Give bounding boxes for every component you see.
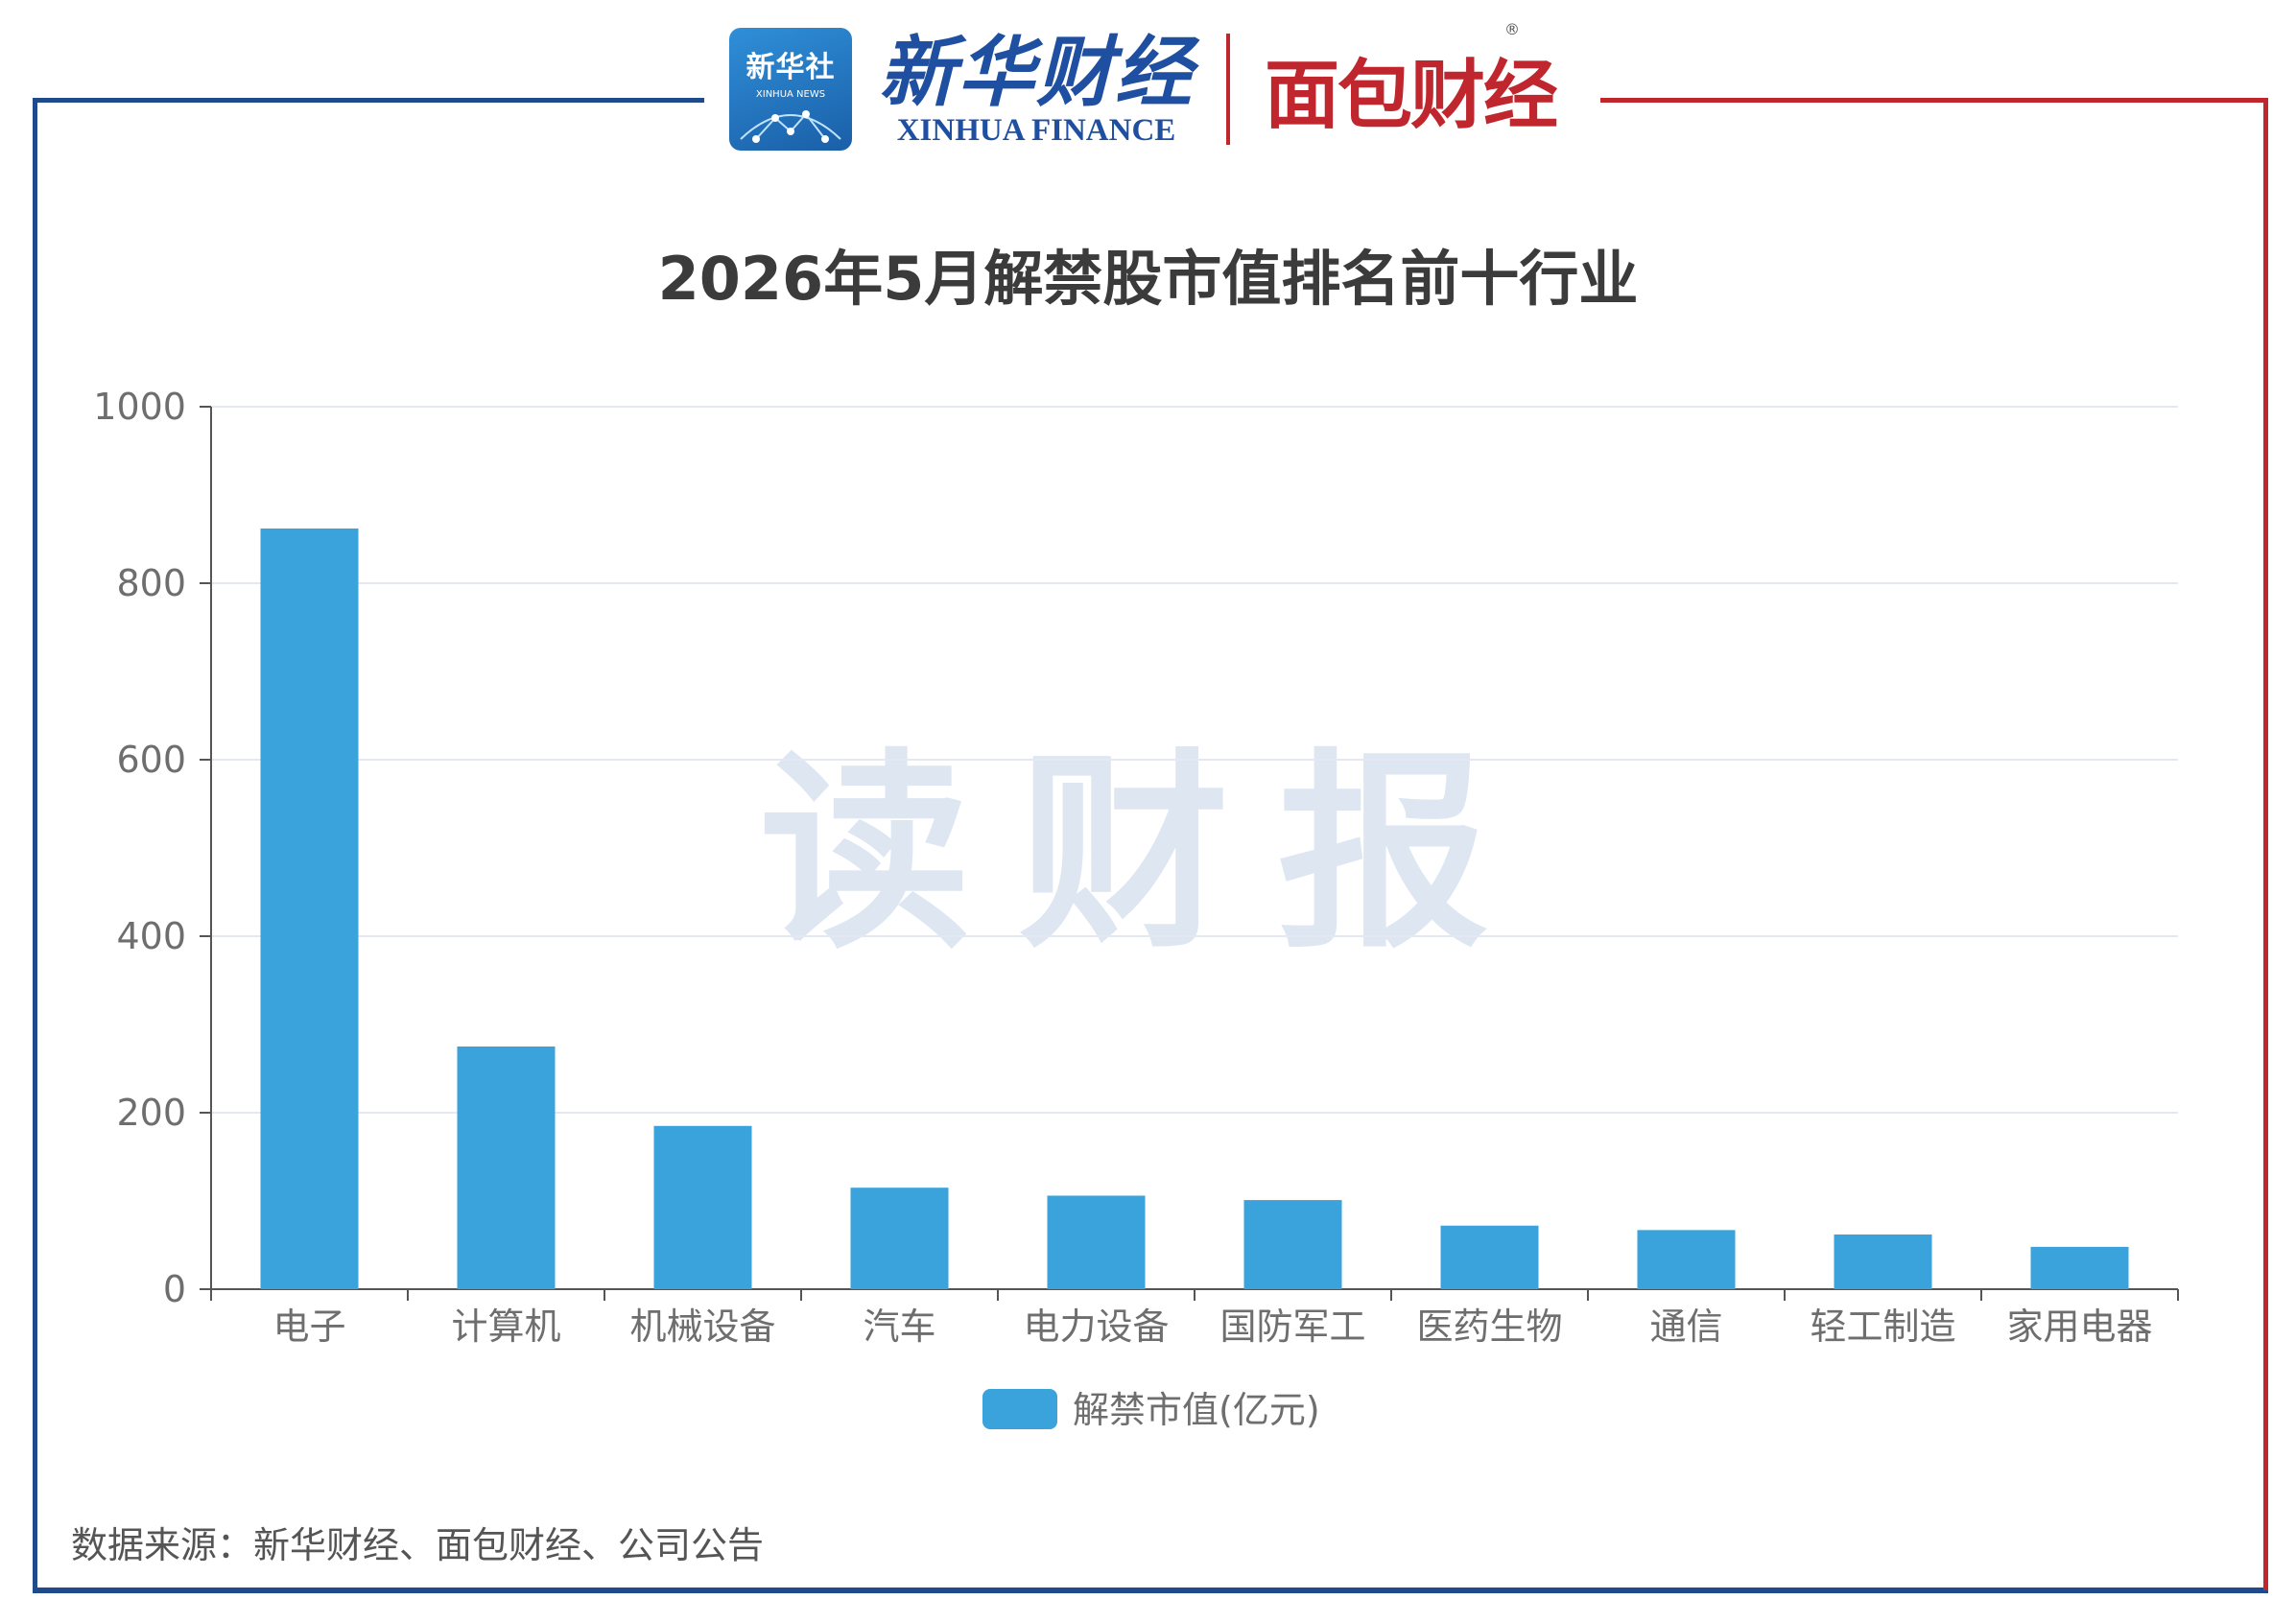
xinhua-news-logo: 新华社 XINHUA NEWS [729,28,852,151]
logo-divider [1226,34,1230,145]
y-tick-label: 0 [163,1268,186,1310]
bar [457,1047,556,1289]
x-tick-label: 电子 [272,1305,345,1348]
xinhua-badge-cn: 新华社 [746,51,836,84]
source-note: 数据来源：新华财经、面包财经、公司公告 [71,1524,765,1566]
bar [1440,1225,1539,1289]
bar [1834,1234,1932,1289]
bar [850,1188,949,1289]
frame-left-line [33,98,37,1592]
bar [1637,1230,1736,1289]
x-tick-label: 电力设备 [1023,1305,1169,1348]
bar [1047,1195,1146,1289]
x-tick-label: 家用电器 [2006,1305,2152,1348]
watermark: 读财报 [759,731,1537,976]
x-tick-label: 计算机 [451,1305,560,1348]
bar [1243,1200,1342,1289]
x-tick-label: 机械设备 [629,1305,775,1348]
y-tick-label: 400 [116,915,186,957]
chart-title: 2026年5月解禁股市值排名前十行业 [657,244,1639,314]
frame-right-line [2263,98,2268,1590]
y-tick-label: 200 [116,1092,186,1134]
bar [653,1125,752,1289]
frame-bottom-line [33,1588,2268,1593]
x-tick-label: 国防军工 [1219,1305,1365,1348]
y-tick-label: 1000 [93,386,186,428]
legend-swatch [982,1389,1057,1429]
xinhua-badge-en: XINHUA NEWS [755,89,826,100]
network-globe-icon [740,110,841,143]
xinhua-finance-logo: 新华财经 XINHUA FINANCE [879,31,1194,149]
logo-area: 新华社 XINHUA NEWS 新华财经 XINHUA FINANCE 面包财经… [729,17,1593,161]
xinhua-finance-cn: 新华财经 [879,26,1194,117]
y-tick-label: 600 [116,739,186,781]
legend-label: 解禁市值(亿元) [1073,1389,1320,1431]
bar [2030,1246,2129,1289]
x-tick-label: 医药生物 [1416,1305,1562,1348]
x-tick-label: 轻工制造 [1810,1305,1955,1348]
frame-top-right-line [1600,98,2268,103]
frame-top-left-line [33,98,704,103]
mianbao-cn: 面包财经 [1265,53,1558,139]
registered-mark: ® [1504,20,1520,38]
bar [260,528,359,1289]
mianbao-finance-logo: 面包财经 ® [1265,20,1558,143]
x-tick-label: 通信 [1649,1305,1722,1348]
xinhua-finance-en: XINHUA FINANCE [896,112,1176,148]
y-tick-label: 800 [116,562,186,604]
x-tick-label: 汽车 [863,1305,935,1348]
